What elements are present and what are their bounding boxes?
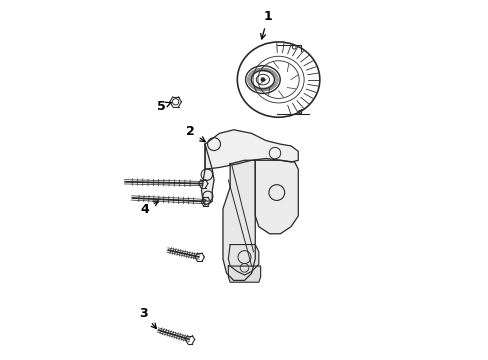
Polygon shape <box>228 266 260 282</box>
Circle shape <box>261 78 264 81</box>
Text: 4: 4 <box>140 201 158 216</box>
Polygon shape <box>201 144 214 205</box>
Text: 1: 1 <box>260 10 272 39</box>
Text: 5: 5 <box>157 100 171 113</box>
Polygon shape <box>255 160 298 234</box>
Text: 2: 2 <box>186 125 205 142</box>
Text: 3: 3 <box>139 307 156 329</box>
Polygon shape <box>228 244 258 275</box>
Polygon shape <box>204 130 298 169</box>
Polygon shape <box>223 160 255 280</box>
